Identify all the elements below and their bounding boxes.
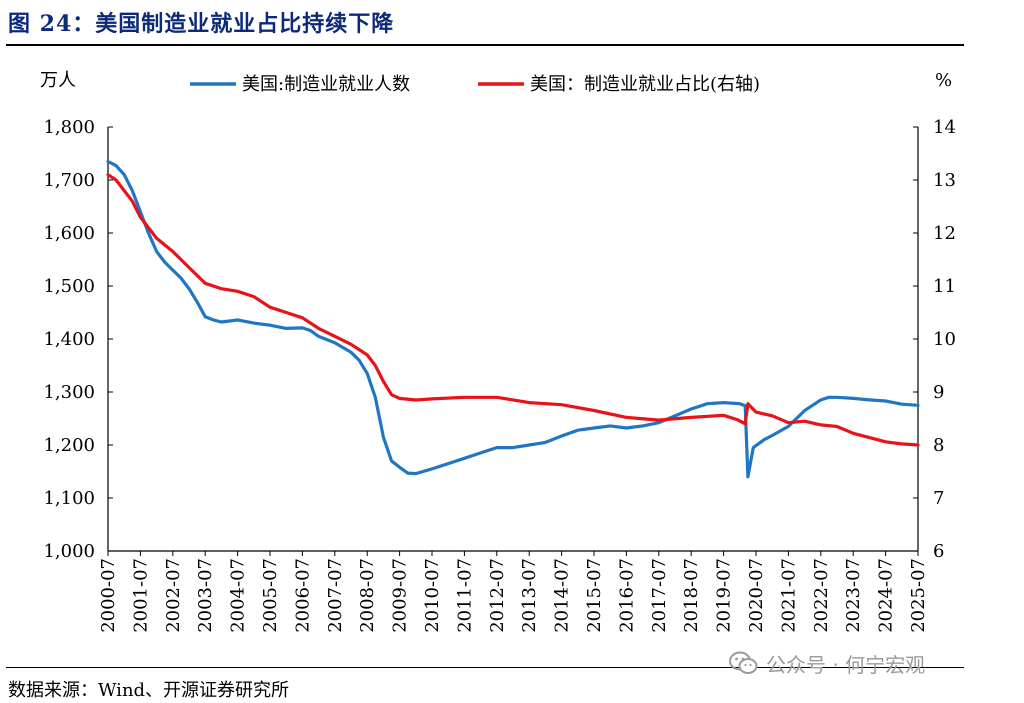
chart-title: 图 24：美国制造业就业占比持续下降 [8, 11, 395, 37]
left-tick-label: 1,000 [43, 541, 95, 562]
source-note: 数据来源：Wind、开源证券研究所 [8, 680, 290, 701]
series-line-share [106, 173, 920, 447]
x-tick-label: 2004-07 [228, 558, 249, 633]
x-tick-label: 2011-07 [454, 558, 475, 633]
x-tick-label: 2021-07 [778, 558, 799, 633]
x-tick-label: 2001-07 [130, 558, 151, 633]
x-tick-label: 2007-07 [325, 558, 346, 633]
wechat-icon [729, 651, 758, 674]
chart: 1,000 1,100 1,200 1,300 1,400 1,500 1,600 1,700… [40, 70, 956, 633]
chart-lines [106, 159, 920, 479]
title-rule [6, 44, 964, 46]
x-tick-label: 2006-07 [292, 558, 313, 633]
left-tick-label: 1,100 [43, 488, 95, 509]
right-tick-label: 13 [933, 170, 956, 191]
right-tick-label: 12 [933, 223, 956, 244]
right-tick-label: 6 [933, 541, 944, 562]
x-tick-label: 2022-07 [811, 558, 832, 633]
series-line-employment [106, 159, 920, 479]
x-tick-label: 2005-07 [260, 558, 281, 633]
x-tick-label: 2002-07 [163, 558, 184, 633]
right-tick-label: 10 [933, 329, 956, 350]
right-tick-label: 14 [933, 117, 956, 138]
x-tick-label: 2003-07 [195, 558, 216, 633]
x-tick-label: 2000-07 [98, 558, 119, 633]
x-tick-label: 2009-07 [390, 558, 411, 633]
left-tick-label: 1,700 [43, 170, 95, 191]
left-axis-unit: 万人 [40, 70, 76, 91]
legend-label-employment: 美国:制造业就业人数 [242, 74, 410, 95]
legend-label-share: 美国：制造业就业占比(右轴) [530, 74, 760, 95]
x-tick-label: 2019-07 [714, 558, 735, 633]
chart-axes: 1,000 1,100 1,200 1,300 1,400 1,500 1,600 1,700… [40, 70, 956, 633]
x-tick-label: 2008-07 [357, 558, 378, 633]
left-tick-label: 1,400 [43, 329, 95, 350]
x-tick-label: 2020-07 [746, 558, 767, 633]
x-tick-label: 2010-07 [422, 558, 443, 633]
x-tick-label: 2018-07 [681, 558, 702, 633]
x-tick-label: 2023-07 [843, 558, 864, 633]
left-tick-label: 1,800 [43, 117, 95, 138]
source-rule [6, 667, 964, 668]
watermark: 公众号 · 何宁宏观 [728, 648, 925, 678]
x-tick-label: 2012-07 [487, 558, 508, 633]
x-tick-label: 2025-07 [908, 558, 929, 633]
x-tick-label: 2014-07 [552, 558, 573, 633]
right-tick-label: 7 [933, 488, 944, 509]
x-tick-label: 2024-07 [876, 558, 897, 633]
x-tick-label: 2017-07 [649, 558, 670, 633]
x-tick-label: 2013-07 [519, 558, 540, 633]
right-tick-label: 9 [933, 382, 944, 403]
watermark-text: 公众号 · 何宁宏观 [766, 652, 926, 677]
right-axis-unit: % [935, 70, 952, 91]
chart-legend: 美国:制造业就业人数 美国：制造业就业占比(右轴) [190, 74, 760, 95]
right-tick-label: 8 [933, 435, 944, 456]
right-tick-label: 11 [933, 276, 956, 297]
x-tick-label: 2015-07 [584, 558, 605, 633]
left-tick-label: 1,600 [43, 223, 95, 244]
x-tick-label: 2016-07 [616, 558, 637, 633]
left-tick-label: 1,200 [43, 435, 95, 456]
left-tick-label: 1,300 [43, 382, 95, 403]
left-tick-label: 1,500 [43, 276, 95, 297]
